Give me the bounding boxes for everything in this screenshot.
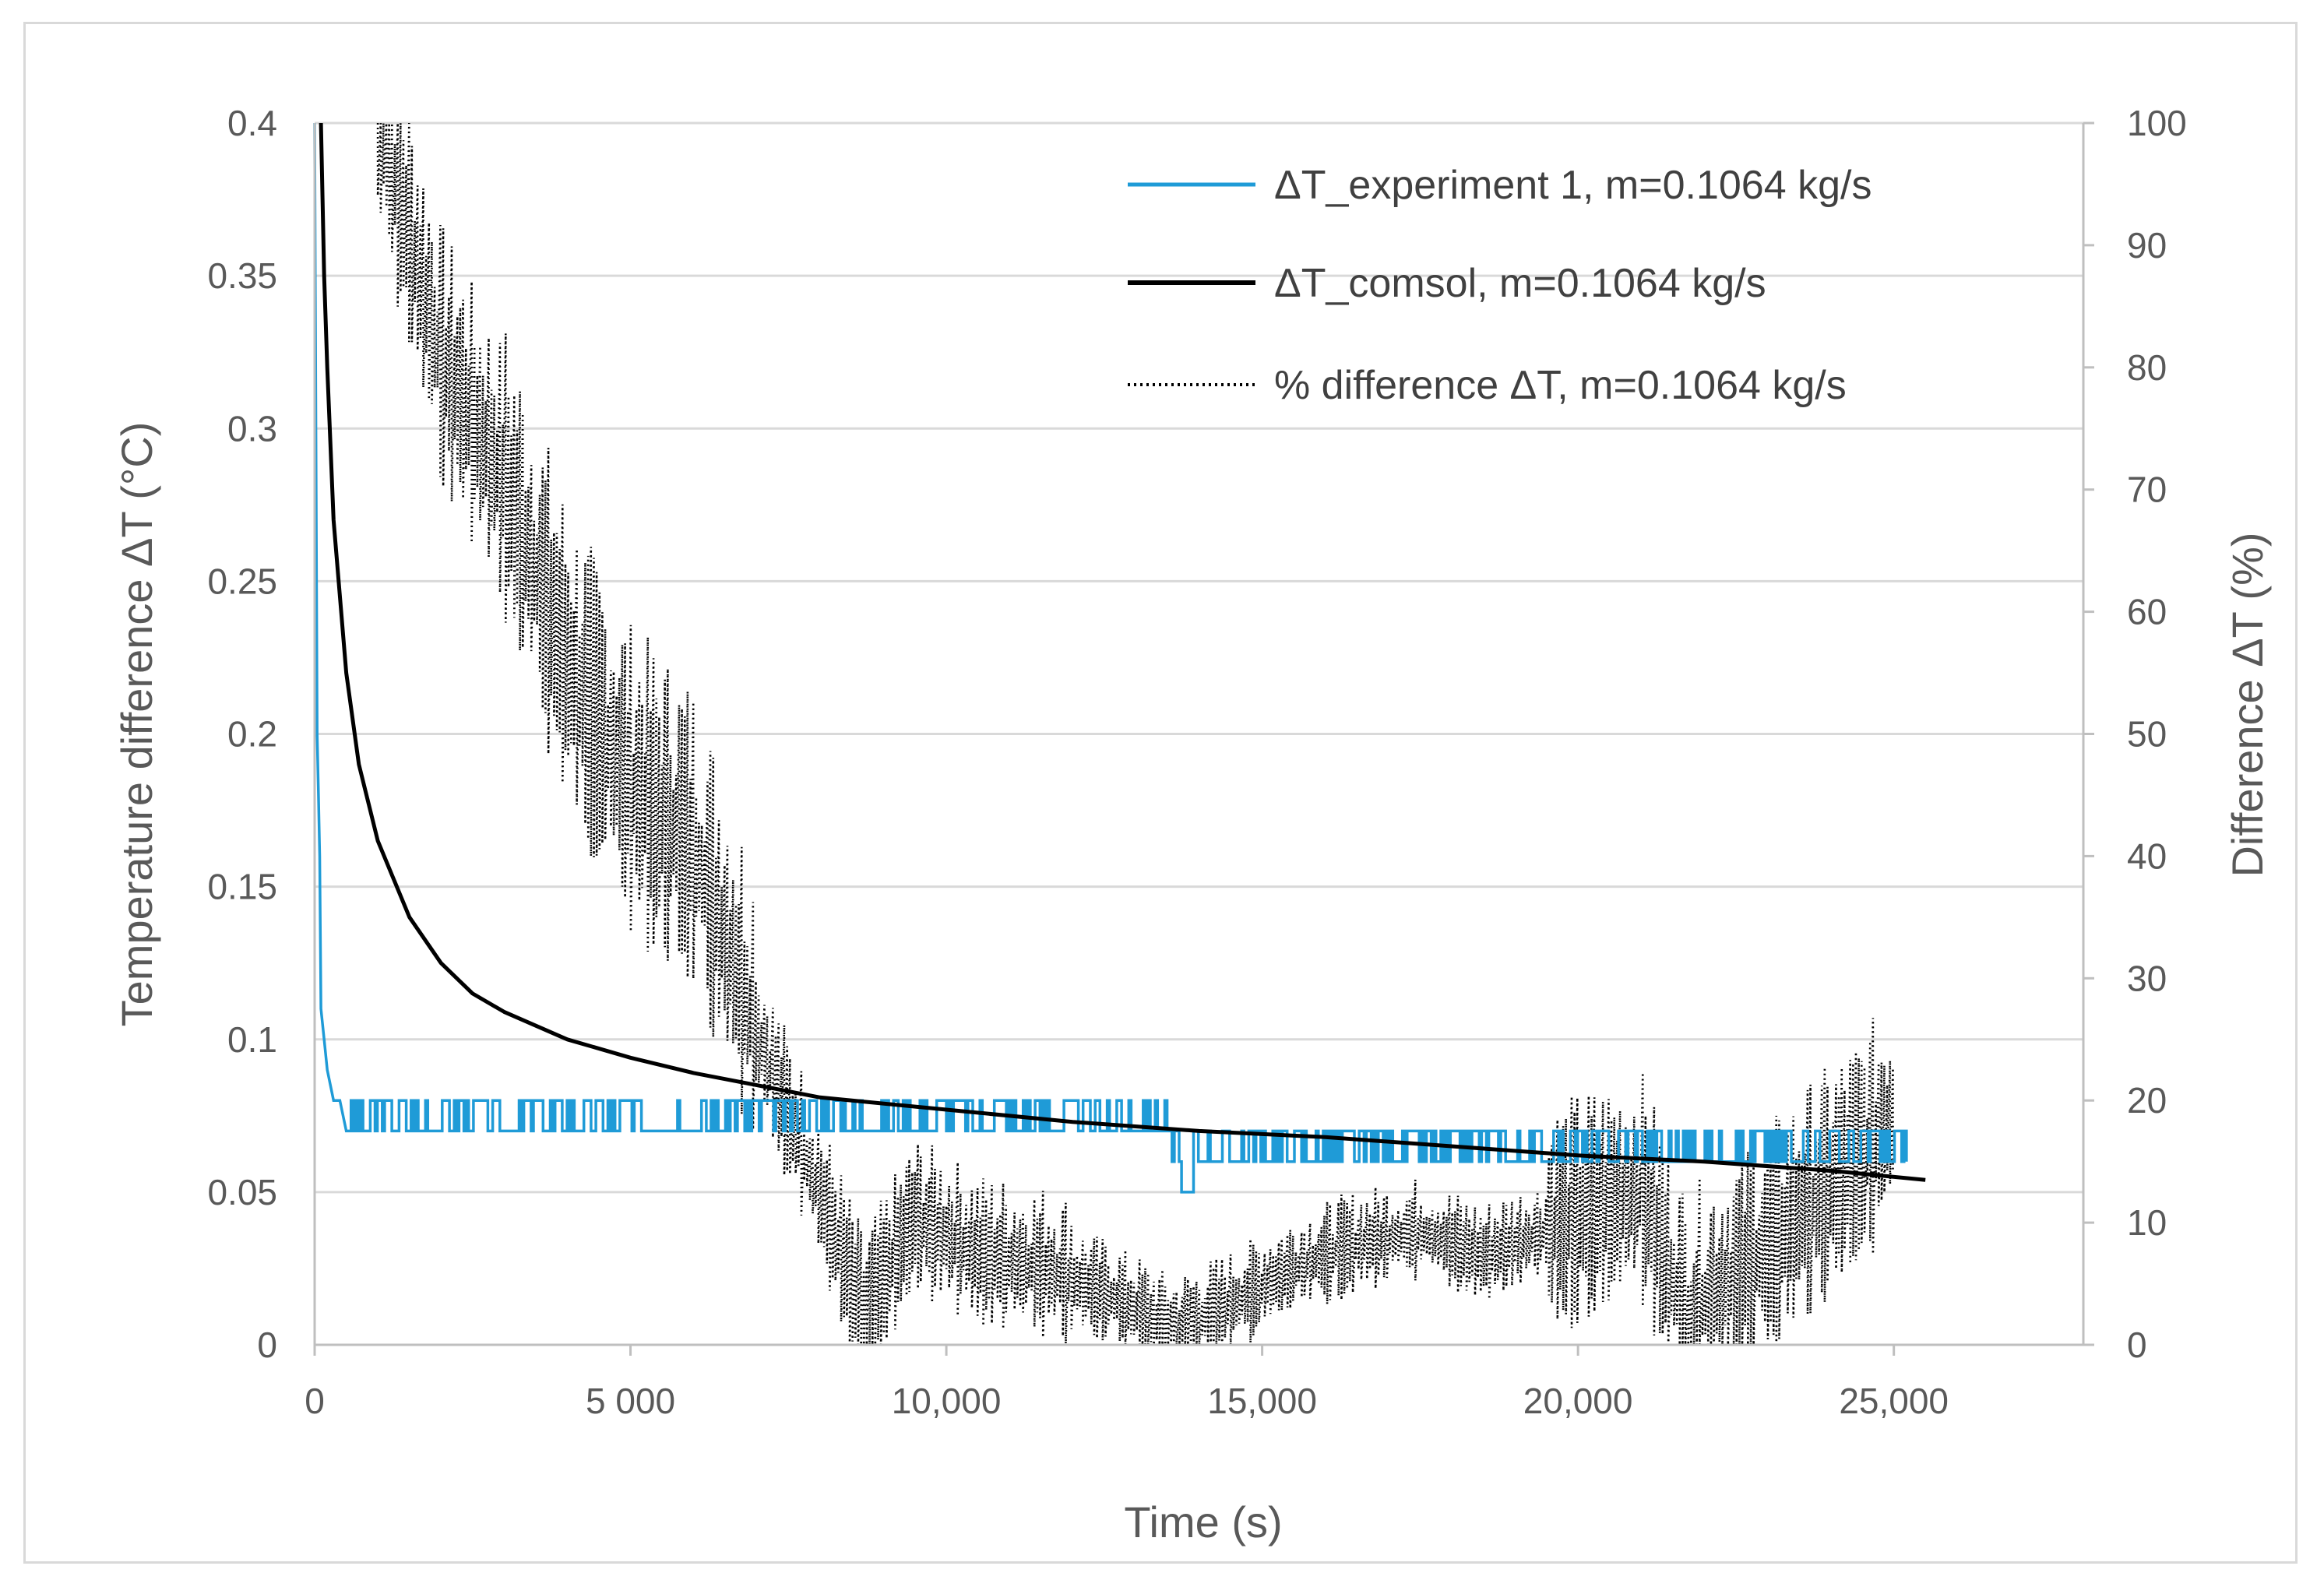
- y2-tick-label: 70: [2127, 470, 2167, 510]
- x-tick-label: 10,000: [892, 1381, 1002, 1421]
- x-tick-label: 0: [305, 1381, 325, 1421]
- series-line-experiment: [313, 122, 1908, 1194]
- y2-tick-label: 10: [2127, 1202, 2167, 1243]
- y2-tick-label: 100: [2127, 103, 2187, 143]
- y-tick-label: 0: [257, 1325, 277, 1365]
- legend: ΔT_experiment 1, m=0.1064 kg/s ΔT_comsol…: [1128, 163, 1872, 408]
- tick-labels: 0 0.05 0.1 0.15 0.2 0.25 0.3 0.35 0.4 0 10 20 30 40 50…: [207, 103, 2186, 1421]
- chart-frame: [23, 22, 2298, 1564]
- y2-tick-label: 80: [2127, 347, 2167, 388]
- y2-tick-label: 0: [2127, 1325, 2147, 1365]
- y2-tick-label: 40: [2127, 836, 2167, 876]
- x-tick-label: 20,000: [1523, 1381, 1633, 1421]
- y-tick-label: 0.1: [227, 1019, 277, 1060]
- series-line-comsol: [319, 122, 1926, 1182]
- y2-tick-label: 30: [2127, 958, 2167, 998]
- y2-tick-label: 20: [2127, 1080, 2167, 1121]
- y-tick-label: 0.2: [227, 714, 277, 755]
- y2-tick-label: 90: [2127, 225, 2167, 266]
- x-tick-label: 25,000: [1839, 1381, 1949, 1421]
- y-tick-label: 0.15: [207, 867, 277, 907]
- x-tick-label: 15,000: [1207, 1381, 1317, 1421]
- y-tick-label: 0.3: [227, 408, 277, 449]
- y-tick-label: 0.35: [207, 255, 277, 296]
- y-tick-label: 0.05: [207, 1172, 277, 1212]
- legend-label-comsol: ΔT_comsol, m=0.1064 kg/s: [1274, 261, 1766, 306]
- y2-tick-label: 50: [2127, 714, 2167, 755]
- y2-tick-label: 60: [2127, 592, 2167, 632]
- y2-axis-title: Difference ΔT (%): [2223, 532, 2272, 877]
- x-tick-label: 5 000: [586, 1381, 675, 1421]
- legend-label-difference: % difference ΔT, m=0.1064 kg/s: [1274, 363, 1847, 408]
- series-line-percent-difference: [376, 122, 1894, 1346]
- y-tick-label: 0.4: [227, 103, 277, 143]
- series-layer: [313, 122, 1926, 1346]
- legend-label-experiment: ΔT_experiment 1, m=0.1064 kg/s: [1274, 163, 1872, 208]
- y-axis-title: Temperature difference ΔT (°C): [112, 422, 161, 1027]
- x-axis-title: Time (s): [1124, 1497, 1282, 1547]
- y-tick-label: 0.25: [207, 561, 277, 601]
